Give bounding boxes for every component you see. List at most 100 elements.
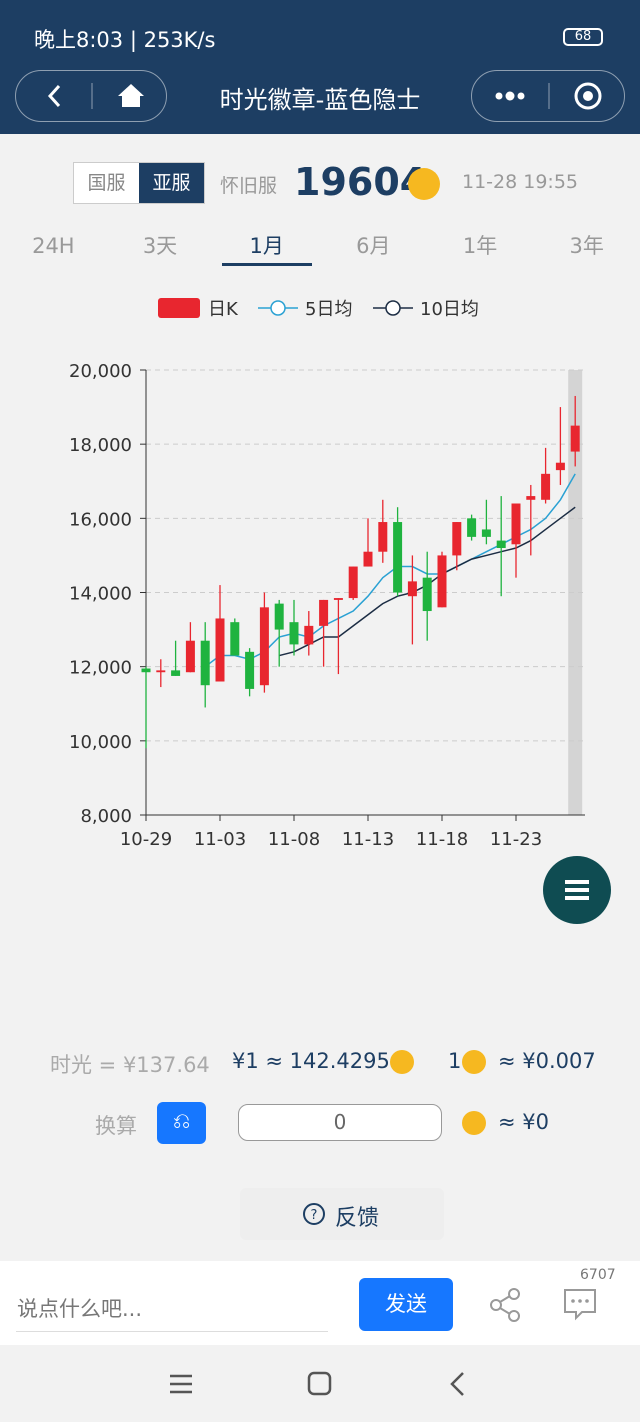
input-line [16,1331,328,1332]
y-tick-label: 18,000 [69,435,132,456]
menu-button[interactable] [543,856,611,924]
candle-body [259,607,269,686]
server-tab[interactable]: 怀旧服 [220,175,278,197]
y-tick-label: 10,000 [69,732,132,753]
range-tabs: 24H 3天 1月 6月 1年 3年 [0,226,640,266]
convert-input[interactable]: 0 [238,1104,442,1141]
server-tabs: 国服 亚服 [73,162,205,204]
candle-body [319,599,329,626]
legend-label: 日K [208,299,239,320]
share-icon[interactable] [488,1287,524,1323]
menu-icon [565,880,589,900]
candle-body [304,625,314,645]
chart: 8,000 10,000 12,000 14,000 16,000 18,000 20,00… [69,361,585,850]
coin-icon [390,1050,414,1074]
candle-body [230,622,240,656]
legend-label: 5日均 [305,299,352,320]
help-icon: ? [303,1203,325,1225]
candle-body [526,496,536,500]
legend-label: 10日均 [420,299,479,320]
coin-prefix: 1 [448,1049,462,1073]
rate-label: 时光 = ¥137.64 [50,1053,210,1077]
y-tick-label: 12,000 [69,658,132,679]
system-nav [170,1371,464,1396]
x-tick-label: 11-18 [416,829,468,850]
nav-title: 时光徽章-蓝色隐士 [219,86,421,114]
rate: ¥1 ≈ 142.4295 [232,1049,390,1073]
x-tick-label: 11-23 [490,829,542,850]
candle-body [274,603,284,630]
status-time: 晚上8:03 | 253K/s [34,28,216,52]
candle-body [215,618,225,682]
tab-underline [222,263,312,266]
coin-icon [462,1111,486,1135]
legend: 日K 5日均 10日均 [158,298,479,320]
comment-count: 6707 [580,1267,616,1283]
candle-body [333,598,343,600]
candle-body [348,566,358,599]
legend-marker [385,300,401,316]
candle-body [363,551,373,567]
coin-rate: ≈ ¥0.007 [498,1049,596,1073]
candle-body [467,518,477,537]
convert-result: ≈ ¥0 [498,1110,549,1134]
candle-body [245,651,255,689]
candle-body [200,640,210,686]
candle-body [156,670,166,673]
nav-right[interactable] [471,70,625,122]
coin-icon [462,1050,486,1074]
x-tick-label: 11-13 [342,829,394,850]
candle-body [171,670,181,676]
range-tab[interactable]: 1年 [462,234,498,258]
range-tab[interactable]: 6月 [356,234,391,258]
y-tick-label: 8,000 [80,806,132,827]
candle-body [289,622,299,645]
nav-icons [47,83,144,109]
svg-text:?: ? [311,1208,318,1223]
candle-body [481,529,491,537]
server-tab[interactable]: 国服 [74,163,139,203]
y-tick-label: 14,000 [69,584,132,605]
y-tick-label: 16,000 [69,509,132,530]
send-button[interactable]: 发送 [359,1278,453,1331]
range-tab[interactable]: 1月 [249,234,284,258]
candle-body [452,522,462,556]
feedback-label: 反馈 [335,1206,380,1231]
nav-icons [495,82,602,110]
candle-body [422,577,432,612]
candle-body [496,540,506,548]
comment-icon[interactable] [562,1287,598,1323]
x-tick-label: 11-03 [194,829,246,850]
legend-swatch [158,298,200,318]
server-tab[interactable]: 亚服 [139,163,204,203]
candle-body [437,555,447,608]
range-tab[interactable]: 3天 [142,234,178,258]
candle-body [407,581,417,597]
candle-body [555,462,565,471]
convert-label: 换算 [95,1114,137,1138]
header: 晚上8:03 | 253K/s 68 时光徽章-蓝色隐士 [0,0,640,134]
nav-left[interactable] [15,70,167,122]
comment-bar: 说点什么吧... 发送 6707 [0,1261,640,1345]
candle-body [141,668,151,673]
candle-body [378,522,388,552]
candle-body [511,503,521,545]
swap-button[interactable]: ⎌ [157,1102,206,1144]
battery: 68 [563,28,603,46]
range-tab[interactable]: 24H [32,234,75,258]
price: 19604 [294,160,427,204]
update-time: 11-28 19:55 [462,171,579,193]
x-tick-label: 10-29 [120,829,172,850]
coin-icon [408,168,440,200]
candle-body [570,425,580,452]
candle-body [541,473,551,500]
feedback-button[interactable]: ? 反馈 [240,1188,444,1240]
y-tick-label: 20,000 [69,361,132,382]
range-tab[interactable]: 3年 [569,234,604,258]
comment-input[interactable]: 说点什么吧... [17,1297,143,1321]
legend-marker [270,300,286,316]
x-tick-label: 11-08 [268,829,320,850]
candle-body [393,522,403,593]
candle-body [185,640,195,673]
